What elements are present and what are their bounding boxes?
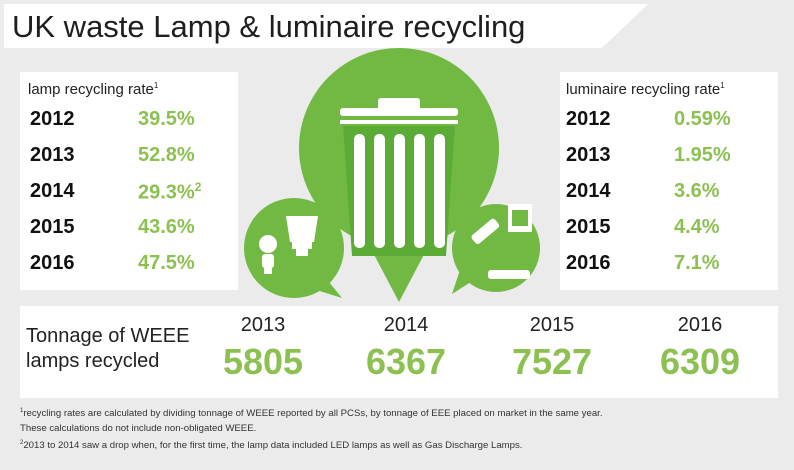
lamp-rate-year: 2015 — [30, 216, 75, 238]
fluorescent-tube-icon — [354, 134, 445, 248]
luminaire-rate-label: luminaire recycling rate1 — [566, 81, 725, 98]
lamp-rate-value: 52.8% — [138, 144, 195, 166]
luminaire-rate-label-note: 1 — [720, 81, 725, 90]
right-bubble-icons — [452, 204, 540, 294]
left-bubble-icons — [244, 198, 344, 298]
luminaire-rate-value: 7.1% — [674, 252, 720, 274]
lamp-rate-value: 39.5% — [138, 108, 195, 130]
lamp-rate-year: 2016 — [30, 252, 75, 274]
title-banner: UK waste Lamp & luminaire recycling — [4, 4, 648, 48]
lamp-rate-value: 43.6% — [138, 216, 195, 238]
lamp-rate-value: 29.3%2 — [138, 180, 202, 204]
cfl-bulb-icon — [259, 235, 277, 274]
luminaire-rate-year: 2015 — [566, 216, 611, 238]
lamp-rate-year: 2013 — [30, 144, 75, 166]
tonnage-value: 5805 — [222, 341, 304, 382]
luminaire-rate-year: 2014 — [566, 180, 611, 202]
luminaire-rate-value: 3.6% — [674, 180, 720, 202]
lamp-rate-value: 47.5% — [138, 252, 195, 274]
footnote-2-marker: 2 — [20, 440, 24, 447]
tonnage-column: 2014 6367 — [346, 310, 466, 384]
luminaire-rate-value: 1.95% — [674, 144, 731, 166]
luminaire-rate-year: 2016 — [566, 252, 611, 274]
page-title: UK waste Lamp & luminaire recycling — [12, 9, 526, 44]
tonnage-label-line1: Tonnage of WEEE — [26, 325, 190, 347]
lamp-rate-year: 2012 — [30, 108, 75, 130]
luminaire-rate-panel: luminaire recycling rate1 2012 0.59% 2013 1… — [560, 72, 778, 290]
tonnage-box: Tonnage of WEEE lamps recycled 2013 5805 2… — [20, 306, 778, 398]
title-banner-fold — [602, 4, 648, 48]
tonnage-column: 2015 7527 — [492, 310, 612, 384]
lamp-rate-panel: lamp recycling rate1 2012 39.5% 2013 52.8% 2… — [20, 72, 238, 290]
lamp-rate-year: 2014 — [30, 180, 75, 202]
tonnage-column: 2013 5805 — [203, 310, 323, 384]
luminaire-rate-year: 2012 — [566, 108, 611, 130]
lamp-rate-label-text: lamp recycling rate — [28, 81, 154, 98]
lamp-rate-label: lamp recycling rate1 — [28, 81, 158, 98]
tonnage-value: 6367 — [365, 341, 447, 382]
footnote-2-text: 2013 to 2014 saw a drop when, for the fi… — [23, 440, 523, 452]
luminaire-rate-year: 2013 — [566, 144, 611, 166]
luminaire-icon — [471, 204, 532, 279]
tonnage-value: 7527 — [511, 341, 593, 382]
footnote-1-line2: These calculations do not include non-ob… — [20, 423, 257, 435]
footnote-1-marker: 1 — [20, 408, 24, 414]
tonnage-value: 6309 — [659, 341, 741, 382]
tonnage-column: 2016 6309 — [640, 310, 760, 384]
luminaire-rate-label-text: luminaire recycling rate — [566, 81, 721, 98]
footnotes: 1recycling rates are calculated by divid… — [20, 404, 780, 453]
tonnage-label-line2: lamps recycled — [26, 350, 160, 372]
footnote-2: 22013 to 2014 saw a drop when, for the f… — [20, 436, 780, 453]
led-spotlight-icon — [286, 216, 318, 256]
footnote-1: 1recycling rates are calculated by divid… — [20, 404, 780, 421]
luminaire-rate-value: 0.59% — [674, 108, 731, 130]
footnote-1-text: recycling rates are calculated by dividi… — [23, 408, 603, 420]
lamp-rate-value-note: 2 — [194, 180, 202, 194]
tonnage-label: Tonnage of WEEE lamps recycled — [26, 324, 189, 374]
lamp-rate-label-note: 1 — [153, 81, 159, 90]
tonnage-year: 2013 — [240, 314, 286, 336]
tonnage-year: 2016 — [677, 314, 723, 336]
recycling-bin-illustration — [244, 48, 540, 302]
luminaire-rate-value: 4.4% — [674, 216, 720, 238]
tonnage-year: 2015 — [529, 314, 575, 336]
tonnage-year: 2014 — [383, 314, 429, 336]
